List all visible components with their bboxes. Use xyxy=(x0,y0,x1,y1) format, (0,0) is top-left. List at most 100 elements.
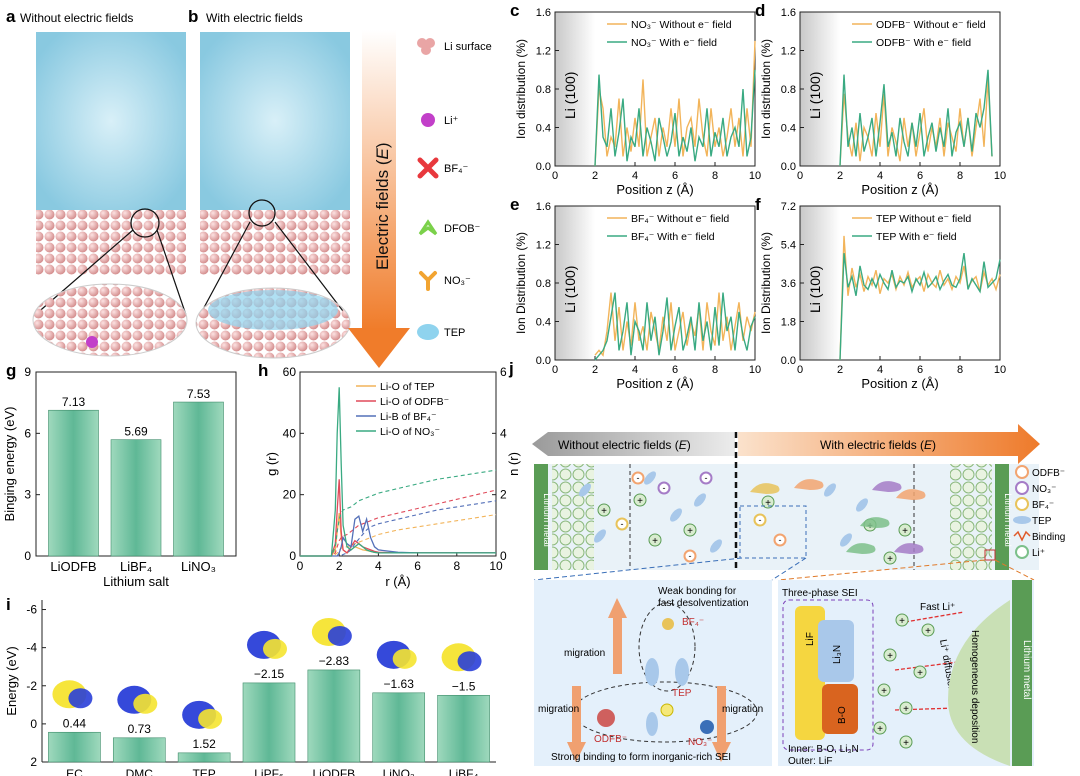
tep-icon xyxy=(840,533,852,547)
li-ion-center xyxy=(660,703,674,717)
cn-line xyxy=(300,489,497,557)
binding-icon xyxy=(1013,530,1031,542)
y-tick-label: 0.0 xyxy=(536,355,551,367)
plus-sign: + xyxy=(637,496,643,507)
orbital-lobe-icon xyxy=(263,638,287,659)
legend-label: BF₄⁻ xyxy=(444,163,469,175)
bf4-inset-label: BF₄⁻ xyxy=(682,617,704,628)
tep-molecule-2 xyxy=(675,658,689,686)
bar xyxy=(307,669,361,763)
j-legend-label: Li⁺ xyxy=(1032,548,1045,559)
orbital-lobe-icon xyxy=(68,688,93,709)
li-region-shade xyxy=(800,12,840,166)
x-axis-label: Position z (Å) xyxy=(861,182,938,197)
no3-icon xyxy=(419,271,437,291)
anion-icon xyxy=(683,549,697,563)
plus-sign: + xyxy=(881,686,887,697)
anion-icon xyxy=(753,513,767,527)
zoom-circle-a xyxy=(130,208,160,238)
series-line xyxy=(594,69,756,167)
with-fields-label: With electric fields (E) xyxy=(820,438,936,452)
li-ion-icon xyxy=(883,648,897,662)
efield-label: Electric fields (E) xyxy=(373,142,392,270)
lif-label: LiF xyxy=(805,632,816,646)
no3-inset-label: NO₃⁻ xyxy=(688,737,712,748)
migration-label-2: migration xyxy=(538,704,579,715)
zoom-box-left-source xyxy=(739,505,807,559)
sei-dashed-outline xyxy=(782,599,874,751)
bo-phase xyxy=(822,684,858,734)
chart-e: e Li (100) 0 2 4 6 8 10 0.0 0.4 0.8 1.2 1.6 Position … xyxy=(510,195,761,391)
tep-cloud-in-zoom-b xyxy=(208,290,338,330)
li-ion-icon xyxy=(683,523,697,537)
tep-icon xyxy=(579,483,591,497)
bar-value-label: −1.63 xyxy=(384,677,415,691)
li-ion-icon xyxy=(597,503,611,517)
zoom-line-b2 xyxy=(274,221,347,316)
anion-molecule-icon xyxy=(894,543,924,554)
y-axis-label: Binging energy (eV) xyxy=(2,407,17,522)
orbital-lobe-icon xyxy=(392,648,417,669)
x-tick-label: 10 xyxy=(994,170,1006,182)
anion-molecule-icon xyxy=(794,479,824,490)
x-tick-label: 6 xyxy=(672,170,678,182)
weak-bonding-label: Weak bonding for xyxy=(658,586,737,597)
fast-li-arrow xyxy=(904,611,965,623)
x-tick-label: LiBF₄ xyxy=(120,559,152,574)
dfob-icon xyxy=(418,219,438,236)
electric-field-arrow: Electric fields (E) xyxy=(348,30,410,368)
plus-sign: + xyxy=(652,536,658,547)
x-tick-label: 2 xyxy=(837,170,843,182)
bar-value-label: 7.13 xyxy=(62,395,86,409)
orbital-lobe-icon xyxy=(457,651,482,672)
orbital-lobe-icon xyxy=(327,625,352,646)
migration-arrow-down xyxy=(572,686,581,744)
tep-icon xyxy=(670,508,682,522)
zoom-connector-left-2 xyxy=(771,557,807,581)
zoom-circle-b xyxy=(248,199,276,227)
tep-icon xyxy=(694,493,706,507)
schematic-ions: ++++++++------- xyxy=(579,471,926,565)
li-ion-icon xyxy=(633,493,647,507)
y-tick-label: 0.0 xyxy=(781,355,796,367)
panel-a-title: Without electric fields xyxy=(20,11,133,25)
anion-icon xyxy=(657,481,671,495)
x-tick-label: 0 xyxy=(297,559,304,573)
anion-molecule-icon xyxy=(860,517,890,528)
zoom-connector-right-1 xyxy=(777,559,986,581)
bar xyxy=(48,731,101,763)
y-tick-label: 0.8 xyxy=(536,278,551,290)
li-ion-icon xyxy=(921,623,935,637)
li-ion-icon xyxy=(895,613,909,627)
x-axis-label: r (Å) xyxy=(385,574,410,589)
chart-c: c Li (100) 0 2 4 6 8 10 0.0 0.4 0.8 1.2 1.6 Position … xyxy=(510,1,761,197)
x-tick-label: 8 xyxy=(712,364,718,376)
li-diffusion-arrow-1 xyxy=(894,661,959,671)
migration-arrow-up xyxy=(613,616,622,674)
li-region-shade xyxy=(555,206,595,360)
li-region-label: Li (100) xyxy=(562,266,578,313)
homogeneous-deposition-region xyxy=(948,600,1010,766)
odfb-inset-label: ODFB⁻ xyxy=(594,734,627,745)
legend-label: DFOB⁻ xyxy=(444,223,481,235)
left-lithium-metal-label: Lithium metal xyxy=(542,493,552,547)
bar xyxy=(437,694,490,763)
y-tick-label: 6 xyxy=(24,426,31,440)
zoom-connector-left-1 xyxy=(533,557,743,581)
left-lithium-metal-bar xyxy=(534,464,548,570)
legend-label: BF₄⁻ Without e⁻ field xyxy=(631,213,729,225)
anion-icon xyxy=(699,471,713,485)
y-tick-label: 9 xyxy=(24,365,31,379)
minus-sign: - xyxy=(637,473,640,483)
li-ion-icon xyxy=(883,551,897,565)
cn-line xyxy=(300,514,497,557)
plus-sign: + xyxy=(601,506,607,517)
migration-arrow-down-right-head xyxy=(712,742,731,762)
y-tick-label: 60 xyxy=(283,365,297,379)
inset-right-lithium-metal xyxy=(1012,580,1032,766)
series-line xyxy=(839,69,993,167)
zoom-line-a2 xyxy=(156,229,187,316)
legend-label: ODFB⁻ Without e⁻ field xyxy=(876,19,986,31)
three-phase-sei-title: Three-phase SEI xyxy=(782,588,858,599)
panel-letter: f xyxy=(755,195,761,214)
